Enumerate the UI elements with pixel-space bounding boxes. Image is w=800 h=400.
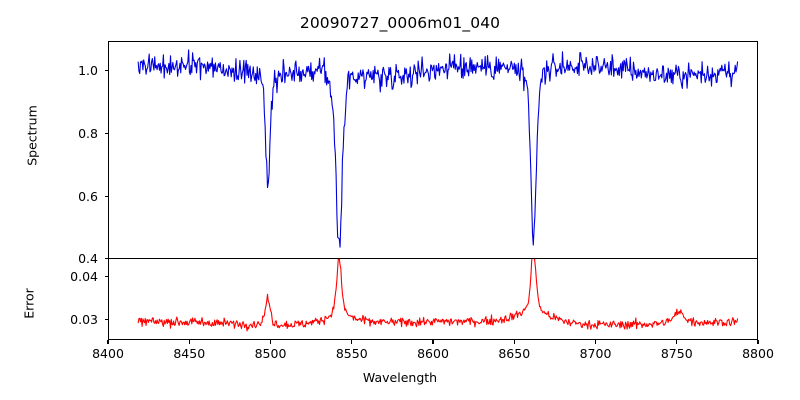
error-plot-area	[137, 259, 739, 332]
x-axis-label: Wavelength	[362, 370, 438, 385]
error-line	[137, 259, 739, 332]
spectrum-panel	[108, 41, 758, 258]
y-axis-label-spectrum: Spectrum	[24, 105, 40, 166]
ytick-mark-bottom-2	[104, 319, 108, 321]
xtick-label-8700: 8700	[579, 346, 612, 361]
ytick-label-0.6: 0.6	[78, 189, 98, 204]
xtick-mark-8600	[432, 340, 434, 344]
ytick-label-0.4: 0.4	[78, 251, 98, 266]
xtick-label-8400: 8400	[92, 346, 124, 361]
xtick-label-8800: 8800	[742, 346, 774, 361]
xtick-mark-8550	[351, 340, 353, 344]
ytick-mark-top-3	[104, 196, 108, 198]
xtick-label-8550: 8550	[335, 346, 368, 361]
xtick-label-8500: 8500	[254, 346, 287, 361]
spectrum-line	[137, 49, 739, 248]
figure-title: 20090727_0006m01_040	[299, 14, 501, 32]
xtick-mark-8700	[594, 340, 597, 344]
ytick-mark-top-4	[104, 258, 108, 260]
xtick-label-8650: 8650	[498, 346, 531, 361]
xtick-mark-8450	[188, 340, 190, 344]
error-panel	[108, 258, 758, 340]
xtick-label-8600: 8600	[417, 346, 449, 361]
ytick-label-0.8: 0.8	[78, 126, 98, 141]
xtick-mark-8400	[107, 340, 109, 344]
ytick-label-0.04: 0.04	[70, 269, 98, 284]
ytick-label-1.0: 1.0	[78, 63, 98, 78]
xtick-mark-8500	[269, 340, 272, 344]
ytick-mark-bottom-1	[104, 276, 108, 278]
xtick-mark-8800	[757, 340, 759, 344]
spectrum-plot-area	[137, 49, 739, 248]
ytick-mark-top-1	[104, 70, 108, 72]
xtick-label-8450: 8450	[173, 346, 206, 361]
y-axis-label-error: Error	[21, 288, 37, 319]
xtick-mark-8750	[676, 340, 678, 344]
ytick-mark-top-2	[104, 133, 108, 135]
xtick-mark-8650	[513, 340, 515, 344]
xtick-label-8750: 8750	[660, 346, 693, 361]
ytick-label-0.03: 0.03	[70, 312, 98, 327]
